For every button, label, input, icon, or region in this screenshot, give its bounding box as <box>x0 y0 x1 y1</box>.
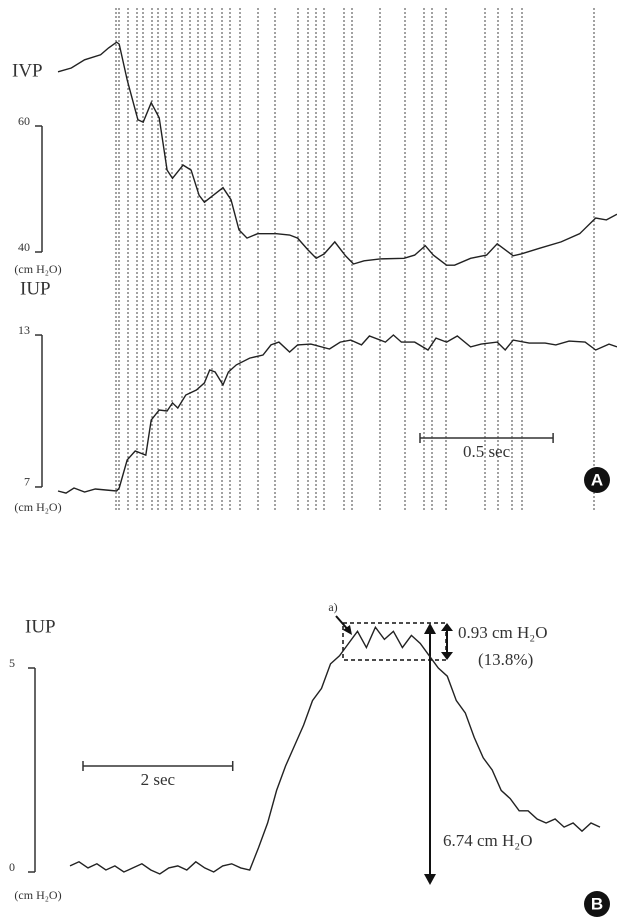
arrowhead <box>343 625 352 635</box>
arrowhead <box>424 623 436 634</box>
y-unit: (cm H₂O) <box>14 500 61 514</box>
annotation: 0.93 cm H₂O <box>458 623 548 642</box>
trace <box>69 625 601 875</box>
y-unit: (cm H₂O) <box>14 888 61 902</box>
trace <box>57 334 617 494</box>
trace <box>57 41 617 266</box>
panel-label: B <box>591 894 603 913</box>
y-axis-title: IVP <box>12 60 43 81</box>
annotation: (13.8%) <box>478 650 533 669</box>
arrowhead <box>424 874 436 885</box>
y-unit: (cm H₂O) <box>14 262 61 276</box>
y-tick-label: 7 <box>24 475 30 489</box>
arrowhead <box>441 652 453 660</box>
y-tick-label: 60 <box>18 114 30 128</box>
panel-badge <box>584 467 610 493</box>
annotation: 6.74 cm H₂O <box>443 831 533 850</box>
panel-label: A <box>591 470 603 489</box>
y-tick-label: 13 <box>18 323 30 337</box>
scale-bar-label: 2 sec <box>141 770 176 789</box>
panel-badge <box>584 891 610 917</box>
y-axis-title: IUP <box>20 278 51 299</box>
arrowhead <box>441 623 453 631</box>
y-tick-label: 40 <box>18 240 30 254</box>
annotation: a) <box>328 600 337 614</box>
scale-bar-label: 0.5 sec <box>463 442 511 461</box>
y-tick-label: 0 <box>9 860 15 874</box>
y-tick-label: 5 <box>9 656 15 670</box>
y-axis-title: IUP <box>25 616 56 637</box>
event-markers <box>115 8 595 512</box>
